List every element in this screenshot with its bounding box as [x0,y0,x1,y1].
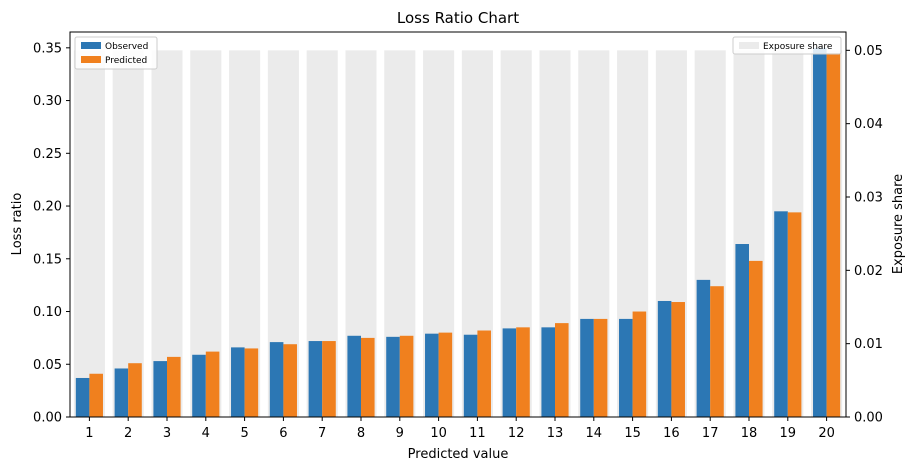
exposure-bar [73,50,105,417]
observed-bar [541,327,555,417]
x-tick-label: 13 [547,426,564,441]
observed-bar [619,318,633,417]
x-tick-label: 4 [202,426,210,441]
predicted-bar [128,363,142,417]
y-tick-label-left: 0.30 [33,94,62,109]
y-tick-label-right: 0.01 [854,337,883,352]
y-tick-label-left: 0.00 [33,411,62,426]
predicted-bar [749,260,763,417]
observed-bar [580,318,594,417]
x-tick-label: 18 [741,426,758,441]
y-tick-label-right: 0.05 [854,44,883,59]
y-axis-label-left: Loss ratio [10,193,25,256]
observed-bar [463,334,478,417]
x-tick-label: 7 [318,426,326,441]
observed-bar [735,244,749,417]
x-tick-label: 14 [586,426,603,441]
y-tick-label-left: 0.25 [33,147,62,162]
observed-bar [696,279,711,417]
x-tick-label: 16 [663,426,680,441]
y-tick-label-right: 0.00 [854,411,883,426]
legend-label: Exposure share [763,42,833,52]
legend-swatch [739,42,759,49]
x-tick-label: 8 [357,426,365,441]
legend-label: Predicted [105,56,147,66]
predicted-bar [787,212,802,417]
observed-bar [657,300,672,417]
exposure-bar [112,50,144,417]
y-tick-label-left: 0.20 [33,200,62,215]
predicted-bar [632,311,647,417]
predicted-bar [516,327,530,417]
plot-area: 1 2 3 4 5 6 7 8 9 10 11 12 13 14 15 16 17 18 19 200.000.050… [33,31,883,441]
y-axis-label-right: Exposure share [891,174,906,274]
y-tick-label-left: 0.15 [33,252,62,267]
predicted-bar [244,348,259,417]
predicted-bar [89,373,103,417]
x-tick-label: 11 [469,426,486,441]
predicted-bar [826,53,841,418]
predicted-bar [477,330,491,417]
observed-bar [425,333,439,417]
observed-bar [813,47,827,417]
observed-bar [347,335,361,417]
observed-bar [75,377,90,417]
y-tick-label-left: 0.35 [33,41,62,56]
x-tick-label: 5 [240,426,248,441]
x-tick-label: 12 [508,426,525,441]
x-tick-label: 1 [85,426,93,441]
y-tick-label-left: 0.10 [33,305,62,320]
observed-bar [114,368,129,417]
predicted-bar [671,302,685,417]
y-tick-label-right: 0.04 [854,117,883,132]
predicted-bar [593,318,608,417]
legend-swatch [81,42,101,49]
observed-bar [153,361,167,417]
predicted-bar [399,335,414,417]
chart-title: Loss Ratio Chart [397,9,519,27]
x-tick-label: 17 [702,426,719,441]
predicted-bar [361,337,375,417]
observed-bar [502,328,517,417]
x-tick-label: 10 [430,426,447,441]
predicted-bar [283,344,297,417]
x-tick-label: 19 [780,426,797,441]
legend-right-box [732,36,842,55]
y-tick-label-right: 0.02 [854,264,883,279]
x-axis-label: Predicted value [408,447,509,462]
predicted-bar [205,351,220,417]
x-tick-label: 3 [163,426,171,441]
predicted-bar [710,286,724,417]
x-tick-label: 2 [124,426,132,441]
y-tick-label-left: 0.05 [33,358,62,373]
observed-bar [192,354,206,417]
legend-label: Observed [105,42,148,52]
observed-bar [308,341,323,417]
observed-bar [774,211,788,417]
predicted-bar [555,323,569,417]
x-tick-label: 20 [818,426,835,441]
observed-bar [269,342,284,417]
predicted-bar [438,332,453,417]
y-tick-label-right: 0.03 [854,191,883,206]
legend-swatch [81,56,101,63]
x-tick-label: 15 [624,426,641,441]
predicted-bar [322,341,336,417]
x-tick-label: 9 [396,426,404,441]
exposure-bar [151,50,183,417]
plot-frame [69,31,847,418]
observed-bar [386,336,400,417]
predicted-bar [167,356,181,417]
observed-bar [231,347,245,417]
x-tick-label: 6 [279,426,287,441]
